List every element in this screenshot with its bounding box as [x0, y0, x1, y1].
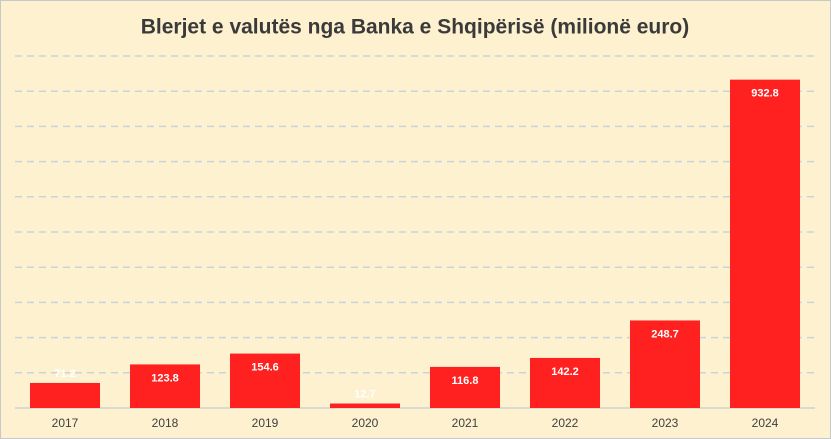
data-label: 154.6 — [251, 361, 279, 373]
x-tick-label: 2023 — [652, 416, 679, 430]
data-label: 71.2 — [54, 368, 75, 380]
bar — [530, 357, 600, 408]
data-label: 142.2 — [551, 366, 579, 378]
x-tick-label: 2022 — [552, 416, 579, 430]
data-label: 123.8 — [151, 372, 179, 384]
data-label: 116.8 — [452, 375, 479, 387]
x-tick-label: 2019 — [252, 416, 279, 430]
bar — [30, 382, 100, 408]
x-tick-label: 2020 — [352, 416, 379, 430]
x-tick-label: 2017 — [52, 416, 79, 430]
x-tick-label: 2021 — [452, 416, 479, 430]
data-label: 932.8 — [751, 88, 779, 100]
x-tick-label: 2018 — [152, 416, 179, 430]
bar — [330, 403, 400, 408]
data-label: 248.7 — [651, 328, 679, 340]
data-label: 12.7 — [354, 388, 375, 400]
chart-title: Blerjet e valutës nga Banka e Shqipërisë… — [141, 16, 690, 39]
x-tick-label: 2024 — [752, 416, 779, 430]
bar — [630, 320, 700, 408]
bar — [130, 364, 200, 408]
bar — [730, 79, 800, 408]
bar — [230, 353, 300, 408]
bar — [430, 366, 500, 408]
